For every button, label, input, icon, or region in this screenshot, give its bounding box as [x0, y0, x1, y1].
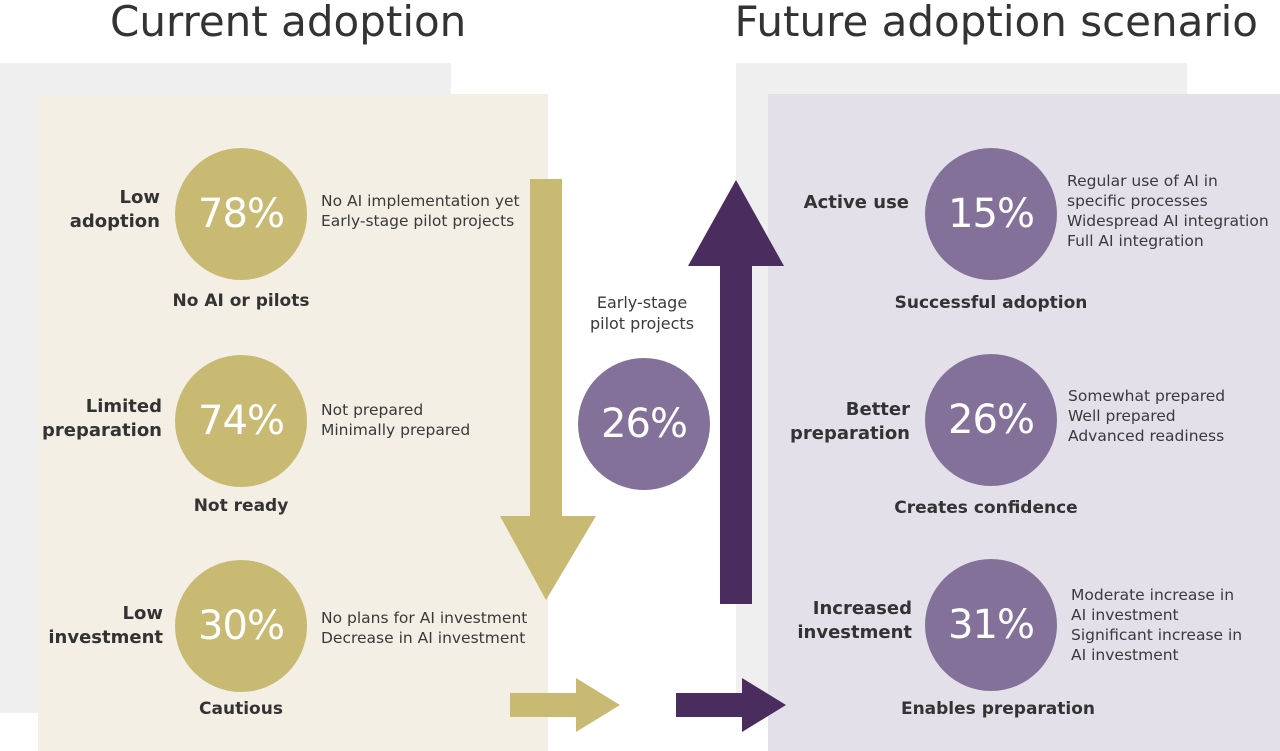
limited-preparation-description: Not prepared Minimally prepared [321, 401, 471, 439]
current-adoption-title: Current adoption [110, 0, 467, 46]
better-preparation-description: Somewhat prepared Well prepared Advanced… [1068, 387, 1226, 445]
increased-investment-value: 31% [925, 559, 1057, 691]
early-stage-caption: Early-stage pilot projects [589, 293, 695, 333]
low-investment-value: 30% [175, 560, 307, 692]
low-adoption-label: Low adoption [69, 187, 160, 232]
low-adoption-description: No AI implementation yet Early-stage pil… [321, 192, 520, 230]
active-use-value: 15% [925, 148, 1057, 280]
early-stage-value: 26% [578, 358, 710, 490]
better-preparation-caption: Creates confidence [894, 498, 1078, 518]
better-preparation-label: Better preparation [790, 399, 910, 444]
limited-preparation-caption: Not ready [193, 496, 289, 516]
low-investment-label: Low investment [48, 603, 163, 648]
active-use-description: Regular use of AI in specific processes … [1067, 172, 1269, 250]
right-arrow-gold [510, 678, 620, 732]
limited-preparation-label: Limited preparation [42, 396, 162, 441]
increased-investment-label: Increased investment [797, 598, 912, 643]
down-arrow [500, 179, 596, 600]
right-arrow-purple [676, 678, 786, 732]
better-preparation-value: 26% [925, 354, 1057, 486]
low-investment-description: No plans for AI investment Decrease in A… [321, 609, 528, 647]
increased-investment-description: Moderate increase in AI investment Signi… [1071, 586, 1243, 664]
future-adoption-title: Future adoption scenario [734, 0, 1258, 46]
active-use-label: Active use [803, 192, 909, 213]
limited-preparation-value: 74% [175, 355, 307, 487]
low-adoption-caption: No AI or pilots [172, 291, 310, 311]
low-adoption-value: 78% [175, 148, 307, 280]
increased-investment-caption: Enables preparation [900, 699, 1096, 719]
up-arrow [688, 180, 784, 604]
low-investment-caption: Cautious [199, 699, 283, 719]
active-use-caption: Successful adoption [894, 293, 1088, 313]
